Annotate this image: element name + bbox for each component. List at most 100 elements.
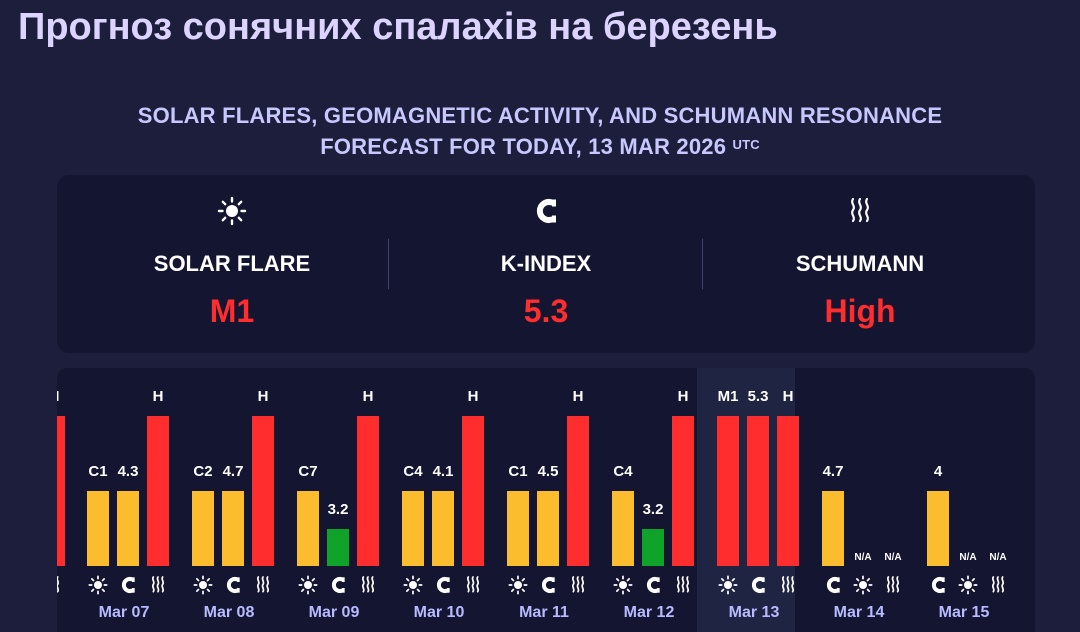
summary-label: SOLAR FLARE xyxy=(153,251,311,276)
sun-icon xyxy=(613,575,633,595)
magnet-icon xyxy=(823,575,843,595)
sun-icon xyxy=(958,575,978,595)
bar-label: 4.3 xyxy=(117,463,139,480)
subtitle-line-2: FORECAST FOR TODAY, 13 MAR 2026 UTC xyxy=(0,131,1080,162)
day-label: Mar 10 xyxy=(413,604,465,621)
bar-label: H xyxy=(572,388,584,405)
waves-icon xyxy=(57,575,63,595)
bar-label: H xyxy=(677,388,689,405)
bar-label: H xyxy=(467,388,479,405)
magnet-icon xyxy=(433,575,453,595)
bar-label: H xyxy=(152,388,164,405)
bar xyxy=(672,416,694,566)
summary-label: K-INDEX xyxy=(500,251,592,276)
page-title: Прогноз сонячних спалахів на березень xyxy=(18,6,778,48)
waves-icon xyxy=(148,575,168,595)
bar xyxy=(57,416,65,566)
bar-label: C4 xyxy=(613,463,633,480)
forecast-subtitle: SOLAR FLARES, GEOMAGNETIC ACTIVITY, AND … xyxy=(0,100,1080,162)
summary-solar-flare: SOLAR FLARE M1 xyxy=(75,175,389,353)
waves-icon xyxy=(463,575,483,595)
bar-label: C4 xyxy=(403,463,423,480)
bar xyxy=(87,491,109,566)
sun-icon xyxy=(853,575,873,595)
utc-label: UTC xyxy=(732,137,760,152)
bar-label: H xyxy=(257,388,269,405)
bar xyxy=(537,491,559,566)
bar xyxy=(327,529,349,566)
sun-icon xyxy=(718,575,738,595)
subtitle-line-1: SOLAR FLARES, GEOMAGNETIC ACTIVITY, AND … xyxy=(137,103,943,128)
day-label: Mar 09 xyxy=(308,604,360,621)
waves-icon xyxy=(703,195,1017,227)
summary-value: High xyxy=(824,293,896,329)
bar xyxy=(822,491,844,566)
bar-label: C1 xyxy=(508,463,528,480)
waves-icon xyxy=(988,575,1008,595)
bar-label: N/A xyxy=(884,552,902,563)
day-label: Mar 14 xyxy=(833,604,885,621)
subtitle-date: FORECAST FOR TODAY, 13 MAR 2026 xyxy=(320,134,727,159)
bar xyxy=(507,491,529,566)
waves-icon xyxy=(568,575,588,595)
bar-label: 3.2 xyxy=(327,501,349,518)
bar xyxy=(222,491,244,566)
summary-schumann: SCHUMANN High xyxy=(703,175,1017,353)
sun-icon xyxy=(193,575,213,595)
magnet-icon xyxy=(223,575,243,595)
sun-icon xyxy=(403,575,423,595)
bar xyxy=(567,416,589,566)
bar-label: 5.3 xyxy=(747,388,769,405)
bar-label: M1 xyxy=(717,388,739,405)
bar-label: N/A xyxy=(854,552,872,563)
bar-label: C7 xyxy=(298,463,318,480)
magnet-icon xyxy=(538,575,558,595)
sun-icon xyxy=(508,575,528,595)
bar-label: 3.2 xyxy=(642,501,664,518)
day-label: Mar 13 xyxy=(728,604,780,621)
sun-icon xyxy=(298,575,318,595)
bar xyxy=(927,491,949,566)
bar xyxy=(402,491,424,566)
waves-icon xyxy=(253,575,273,595)
bar-label: 4.1 xyxy=(432,463,454,480)
bar-label: 4.7 xyxy=(822,463,844,480)
waves-icon xyxy=(358,575,378,595)
summary-k-index: K-INDEX 5.3 xyxy=(389,175,703,353)
bar-label: H xyxy=(362,388,374,405)
bar-label: H xyxy=(57,388,84,405)
divider xyxy=(388,239,389,289)
bar xyxy=(252,416,274,566)
waves-icon xyxy=(778,575,798,595)
bar xyxy=(192,491,214,566)
divider xyxy=(702,239,703,289)
bar xyxy=(357,416,379,566)
summary-value: 5.3 xyxy=(523,293,569,329)
bar-label: N/A xyxy=(989,552,1007,563)
bar xyxy=(432,491,454,566)
summary-label: SCHUMANN xyxy=(795,251,925,276)
bar-label: 4.7 xyxy=(222,463,244,480)
bar xyxy=(297,491,319,566)
day-label: Mar 15 xyxy=(938,604,990,621)
bar xyxy=(117,491,139,566)
day-label: Mar 08 xyxy=(203,604,255,621)
bar-label: H xyxy=(782,388,794,405)
bar-label: C1 xyxy=(88,463,108,480)
magnet-icon xyxy=(118,575,138,595)
bar xyxy=(642,529,664,566)
magnet-icon xyxy=(389,195,703,227)
day-label: Mar 07 xyxy=(98,604,150,621)
sun-icon xyxy=(88,575,108,595)
sun-icon xyxy=(75,195,389,227)
summary-value: M1 xyxy=(209,293,255,329)
bar xyxy=(747,416,769,566)
day-label: Mar 11 xyxy=(519,604,569,621)
bar xyxy=(612,491,634,566)
magnet-icon xyxy=(928,575,948,595)
bar-label: 4.5 xyxy=(537,463,559,480)
bar-label: C2 xyxy=(193,463,213,480)
bar-label: N/A xyxy=(959,552,977,563)
magnet-icon xyxy=(748,575,768,595)
daily-forecast-chart: H C1 4.3 H Mar 07 C2 4.7 H Mar 08 C7 3.2 H Mar 09 C4 4… xyxy=(57,368,1035,632)
